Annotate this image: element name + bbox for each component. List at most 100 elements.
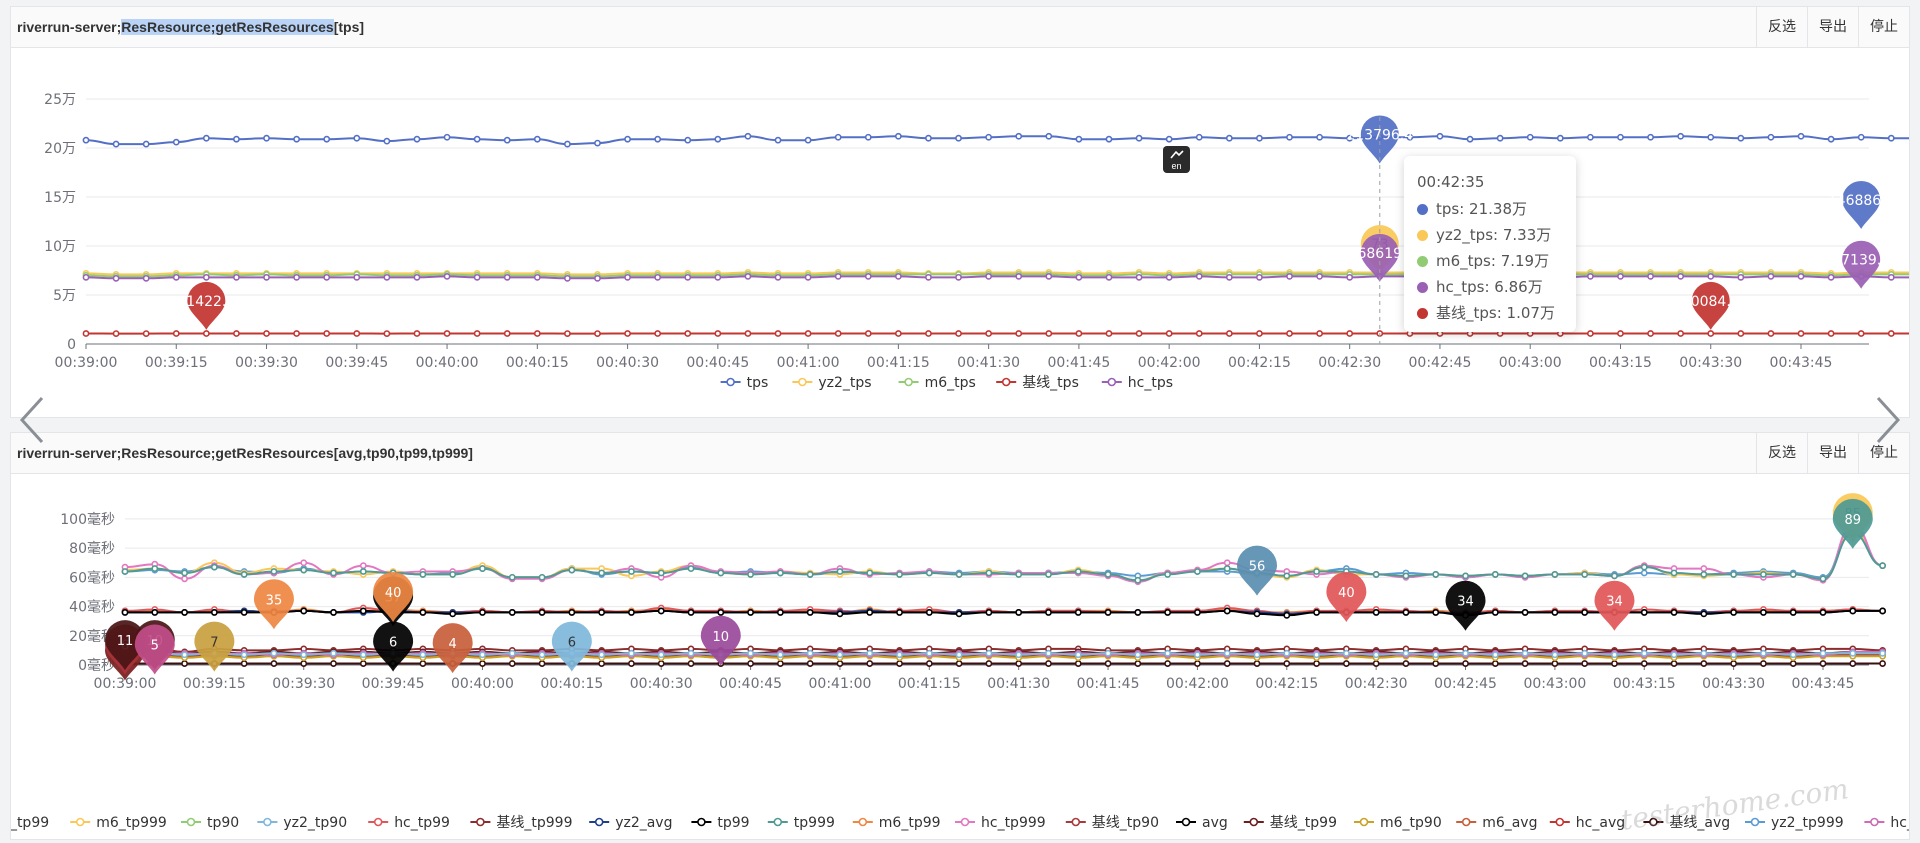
- data-point: [774, 273, 782, 281]
- legend-label: m6_avg: [1482, 815, 1537, 831]
- markpoint-label: 56: [1249, 560, 1266, 575]
- data-point: [925, 134, 932, 142]
- legend-item[interactable]: 基线_tps: [996, 374, 1079, 391]
- legend-item[interactable]: yz2_avg: [589, 815, 672, 831]
- x-tick-label: 00:43:30: [1702, 676, 1765, 692]
- legend-label: tp90: [207, 815, 239, 831]
- invert-selection-button[interactable]: 反选: [1756, 433, 1807, 473]
- legend-item[interactable]: m6_tp99: [852, 815, 941, 831]
- legend-marker: [904, 377, 913, 387]
- export-button[interactable]: 导出: [1807, 7, 1858, 47]
- legend-item[interactable]: 基线_avg: [1643, 814, 1730, 831]
- chevron-left-icon[interactable]: [12, 390, 52, 450]
- legend-item[interactable]: 基线_tp999: [470, 814, 573, 831]
- legend-item[interactable]: hc_tps: [1101, 375, 1173, 391]
- data-point: [1670, 609, 1678, 616]
- y-tick-label: 5万: [53, 288, 76, 304]
- data-point: [1286, 272, 1293, 280]
- stop-button[interactable]: 停止: [1858, 7, 1909, 47]
- data-point: [383, 330, 391, 338]
- data-point: [1164, 571, 1172, 578]
- data-point: [1819, 609, 1827, 616]
- data-point: [776, 609, 784, 616]
- x-tick-label: 00:40:00: [416, 355, 479, 371]
- data-point: [508, 660, 516, 667]
- legend-label: hc_tp999: [981, 815, 1046, 831]
- legend-item[interactable]: tps: [720, 375, 769, 391]
- export-button[interactable]: 导出: [1807, 433, 1858, 473]
- data-point: [538, 609, 546, 616]
- series-line: [124, 526, 1883, 579]
- legend-item[interactable]: tp999: [767, 815, 835, 831]
- legend-marker: [1750, 817, 1760, 827]
- invert-selection-button[interactable]: 反选: [1756, 7, 1807, 47]
- markpoint-pin: [1594, 580, 1635, 631]
- markpoint-label: 5: [151, 639, 159, 654]
- legend-item[interactable]: hc_tp99: [368, 815, 450, 831]
- legend-item[interactable]: avg: [1176, 815, 1228, 831]
- data-point: [654, 273, 662, 281]
- markpoint-pin: [253, 579, 294, 630]
- legend-marker: [798, 377, 807, 387]
- stop-button[interactable]: 停止: [1858, 433, 1909, 473]
- legend-item[interactable]: m6_tp999: [70, 815, 167, 831]
- markpoint-label: 40: [1338, 586, 1355, 601]
- legend-item[interactable]: 基线_tp99: [1243, 814, 1337, 831]
- legend-item[interactable]: tp99: [691, 815, 750, 831]
- data-point: [1283, 611, 1291, 619]
- data-point: [1256, 134, 1263, 142]
- legend-marker: [75, 817, 85, 827]
- data-point: [955, 651, 963, 659]
- panel-header: riverrun-server;ResResource;getResResour…: [11, 433, 1909, 474]
- data-point: [1640, 569, 1648, 577]
- data-point: [300, 607, 308, 615]
- legend-item[interactable]: m6_avg: [1456, 815, 1537, 831]
- legend-label: yz2_tp999: [1771, 815, 1844, 831]
- data-point: [1316, 330, 1323, 337]
- data-point: [263, 273, 270, 281]
- data-point: [1074, 660, 1082, 667]
- legend-item[interactable]: hc_tp999: [955, 815, 1046, 831]
- data-point: [240, 609, 248, 616]
- legend-item[interactable]: m6_tp90: [1354, 815, 1442, 831]
- x-tick-label: 00:42:30: [1345, 676, 1408, 692]
- markpoint-label: 4: [449, 637, 457, 652]
- legend-item[interactable]: hc_tp90: [1864, 815, 1909, 831]
- data-point: [1075, 135, 1083, 143]
- legend-item[interactable]: yz2_tp90: [257, 815, 347, 831]
- x-tick-label: 00:39:30: [272, 676, 335, 692]
- legend-item[interactable]: tp90: [181, 815, 239, 831]
- x-tick-label: 00:39:45: [325, 355, 388, 371]
- data-point: [1789, 660, 1797, 667]
- data-point: [836, 651, 844, 659]
- legend-item[interactable]: yz2_tp99: [11, 815, 49, 831]
- data-point: [1194, 651, 1201, 659]
- legend-item[interactable]: m6_tps: [898, 375, 976, 391]
- data-point: [1767, 272, 1775, 280]
- markpoint-label: 11: [117, 634, 134, 649]
- data-point: [894, 330, 902, 337]
- data-point: [1015, 609, 1023, 616]
- legend-item[interactable]: 基线_tp90: [1065, 814, 1159, 831]
- legend-item[interactable]: yz2_tp999: [1745, 815, 1844, 831]
- data-point: [533, 273, 541, 281]
- data-point: [353, 134, 361, 142]
- data-point: [1316, 133, 1323, 141]
- data-point: [1617, 272, 1624, 280]
- data-point: [1611, 572, 1618, 580]
- data-point: [1223, 607, 1231, 615]
- data-point: [925, 660, 933, 667]
- data-point: [300, 559, 308, 567]
- data-point: [1670, 660, 1678, 667]
- legend-item[interactable]: hc_avg: [1549, 815, 1625, 831]
- markpoint-pin: [373, 571, 414, 622]
- data-point: [1526, 133, 1534, 141]
- data-point: [955, 330, 962, 337]
- markpoint-label: 47139.8: [1832, 253, 1890, 269]
- markpoint-pin: [1832, 498, 1873, 549]
- data-point: [1225, 330, 1233, 337]
- legend-item[interactable]: yz2_tps: [792, 375, 872, 391]
- chevron-right-icon[interactable]: [1868, 390, 1908, 450]
- data-point: [1586, 133, 1594, 141]
- data-point: [1700, 660, 1708, 667]
